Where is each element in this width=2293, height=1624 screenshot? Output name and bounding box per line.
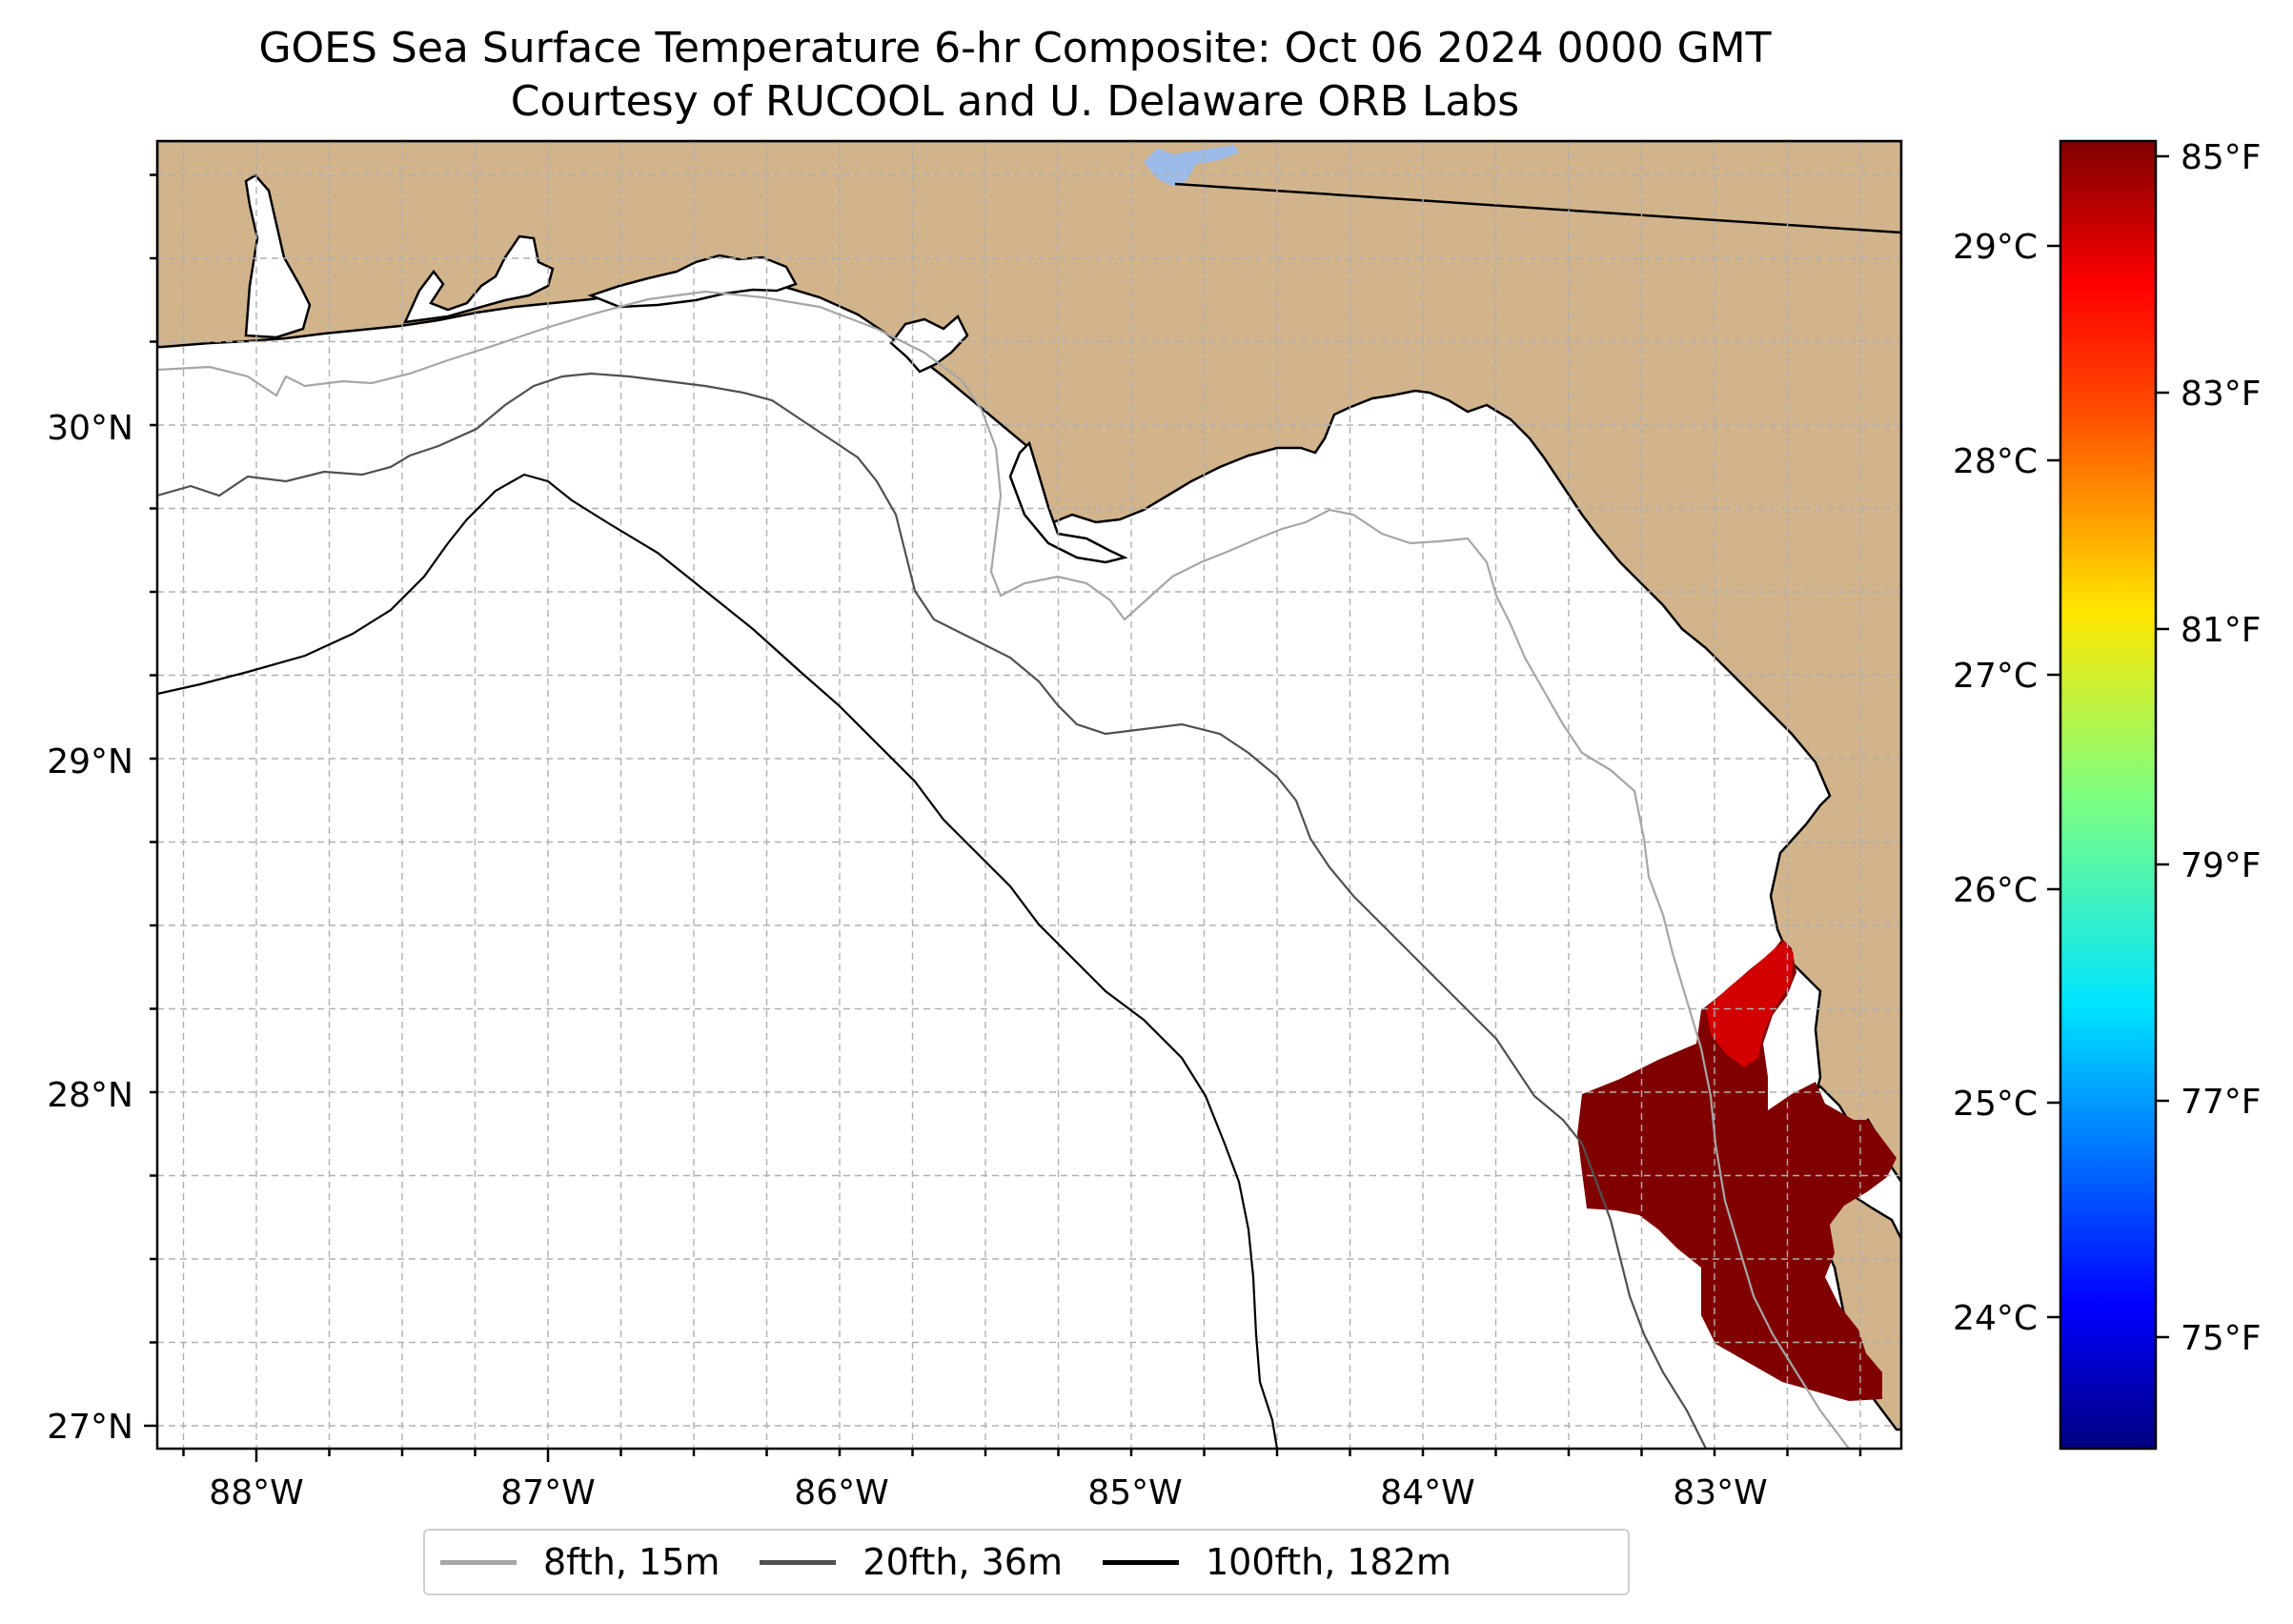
isobath-20fth-line [157, 372, 1707, 1449]
legend-swatch-8fth [440, 1559, 517, 1565]
fahrenheit-tick-label: 79°F [2181, 846, 2262, 885]
fahrenheit-tick-label: 77°F [2181, 1083, 2262, 1122]
celsius-tick-label: 28°C [1953, 442, 2038, 481]
colorbar [2059, 139, 2158, 1451]
state-boundary [1174, 182, 1901, 234]
map-frame [155, 139, 1903, 1451]
st-andrew-bay [889, 315, 969, 374]
lon-tick-label: 84°W [1380, 1473, 1474, 1512]
lat-tick-label: 28°N [47, 1076, 133, 1115]
legend-item-100fth: 100fth, 182m [1102, 1541, 1451, 1583]
legend-item-8fth: 8fth, 15m [440, 1541, 720, 1583]
lat-tick-label: 29°N [47, 742, 133, 782]
lat-tick-label: 30°N [47, 409, 133, 448]
apalachicola-bay [1008, 440, 1128, 564]
lon-tick-label: 88°W [209, 1473, 303, 1512]
fahrenheit-tick-label: 83°F [2181, 375, 2262, 414]
colorbar-labels: 29°C 28°C 27°C 26°C 25°C 24°C 85°F 83°F 81°F 79°F… [1953, 138, 2261, 1358]
lon-tick-label: 87°W [500, 1473, 595, 1512]
isobath-legend: 8fth, 15m 20fth, 36m 100fth, 182m [423, 1529, 1630, 1595]
sst-data-patch [1577, 939, 1897, 1401]
map-title: GOES Sea Surface Temperature 6-hr Compos… [258, 24, 1772, 72]
fahrenheit-tick-label: 85°F [2181, 138, 2262, 177]
lat-tick-label: 27°N [47, 1408, 133, 1447]
map-subtitle: Courtesy of RUCOOL and U. Delaware ORB L… [510, 77, 1520, 126]
legend-label-100fth: 100fth, 182m [1205, 1541, 1451, 1583]
axis-ticks [144, 173, 1862, 1462]
legend-swatch-20fth [760, 1559, 837, 1565]
celsius-tick-label: 24°C [1953, 1299, 2038, 1338]
celsius-tick-label: 25°C [1953, 1085, 2038, 1124]
graticule-grid [157, 141, 1901, 1449]
isobath-8fth-line [157, 290, 1850, 1449]
lon-tick-label: 83°W [1673, 1473, 1767, 1512]
legend-label-8fth: 8fth, 15m [543, 1541, 720, 1583]
legend-item-20fth: 20fth, 36m [760, 1541, 1063, 1583]
isobath-100fth-line [157, 473, 1279, 1449]
fahrenheit-tick-label: 75°F [2181, 1319, 2262, 1358]
celsius-tick-label: 29°C [1953, 228, 2038, 267]
axis-labels: 88°W 87°W 86°W 85°W 84°W 83°W 30°N 29°N 28°N 27°N [47, 409, 1767, 1512]
sst-warm-gradient [1706, 942, 1794, 1067]
fahrenheit-tick-label: 81°F [2181, 611, 2262, 650]
celsius-tick-label: 26°C [1953, 871, 2038, 910]
legend-swatch-100fth [1102, 1559, 1179, 1565]
colorbar-ticks [2047, 154, 2169, 1339]
map-area [157, 141, 1901, 1449]
lake [1144, 145, 1239, 186]
lon-tick-label: 85°W [1087, 1473, 1182, 1512]
celsius-tick-label: 27°C [1953, 657, 2038, 696]
legend-label-20fth: 20fth, 36m [862, 1541, 1063, 1583]
lon-tick-label: 86°W [794, 1473, 888, 1512]
